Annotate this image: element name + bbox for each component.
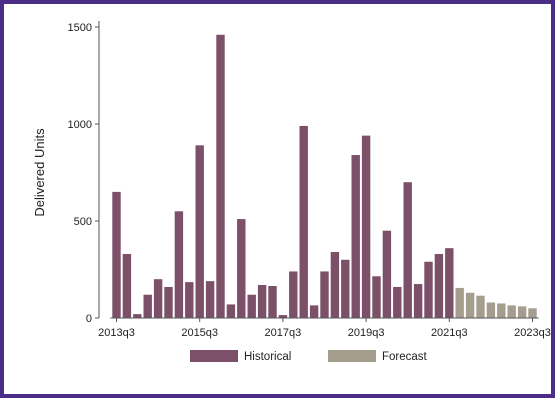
bar-historical-2015q1: [174, 211, 184, 318]
y-tick-label: 1000: [68, 119, 92, 131]
bar-forecast-2023q2: [517, 306, 527, 318]
bar-forecast-2023q3: [528, 308, 537, 318]
y-tick-label: 0: [86, 313, 92, 325]
bar-historical-2015q3: [195, 145, 204, 318]
x-tick-label: 2015q3: [181, 327, 218, 339]
bar-historical-2020q4: [413, 284, 423, 318]
bar-historical-2018q3: [320, 271, 329, 318]
bar-historical-2019q1: [341, 259, 350, 318]
bar-historical-2017q2: [268, 285, 277, 318]
x-tick-label: 2021q3: [431, 327, 468, 339]
bar-forecast-2022q1: [465, 292, 475, 318]
bar-historical-2016q3: [237, 219, 246, 318]
bar-historical-2014q1: [133, 314, 142, 318]
bar-historical-2020q1: [382, 230, 392, 318]
bar-historical-2018q2: [309, 305, 319, 318]
bar-historical-2013q3: [112, 191, 121, 318]
bar-historical-2018q4: [330, 252, 340, 318]
bar-historical-2020q3: [403, 182, 412, 318]
bar-historical-2014q3: [153, 279, 163, 318]
bar-historical-2019q2: [351, 155, 360, 318]
legend-label-forecast: Forecast: [382, 351, 428, 363]
bar-historical-2014q2: [143, 294, 152, 318]
bar-historical-2018q1: [299, 125, 308, 318]
x-tick-label: 2013q3: [98, 327, 135, 339]
bar-historical-2019q4: [372, 276, 381, 318]
x-tick-label: 2017q3: [265, 327, 302, 339]
bar-forecast-2022q4: [497, 303, 506, 318]
bar-historical-2021q3: [445, 248, 454, 318]
legend-swatch-forecast: [328, 350, 376, 362]
bar-historical-2015q4: [205, 281, 215, 318]
legend-label-historical: Historical: [244, 351, 291, 363]
bar-forecast-2023q1: [507, 305, 516, 318]
y-tick-label: 1500: [68, 22, 92, 34]
legend-swatch-historical: [190, 350, 238, 362]
bar-forecast-2021q4: [455, 287, 464, 318]
bar-historical-2013q4: [122, 253, 132, 318]
bar-historical-2021q2: [434, 253, 444, 318]
bar-historical-2021q1: [424, 261, 433, 318]
y-tick-label: 500: [74, 216, 92, 228]
bar-historical-2014q4: [164, 286, 173, 318]
bar-historical-2017q1: [257, 285, 267, 318]
x-tick-label: 2019q3: [348, 327, 385, 339]
y-axis-title: Delivered Units: [32, 128, 47, 217]
bar-historical-2020q2: [393, 286, 402, 318]
bar-historical-2019q3: [361, 135, 371, 318]
bar-historical-2016q1: [216, 34, 225, 318]
bar-historical-2016q4: [247, 294, 256, 318]
bar-historical-2017q4: [289, 271, 298, 318]
bar-historical-2016q2: [226, 304, 236, 318]
bar-historical-2015q2: [185, 282, 194, 318]
bar-historical-2017q3: [278, 315, 288, 318]
x-tick-label: 2023q3: [514, 327, 551, 339]
bar-forecast-2022q3: [486, 302, 496, 318]
bar-forecast-2022q2: [476, 295, 485, 318]
